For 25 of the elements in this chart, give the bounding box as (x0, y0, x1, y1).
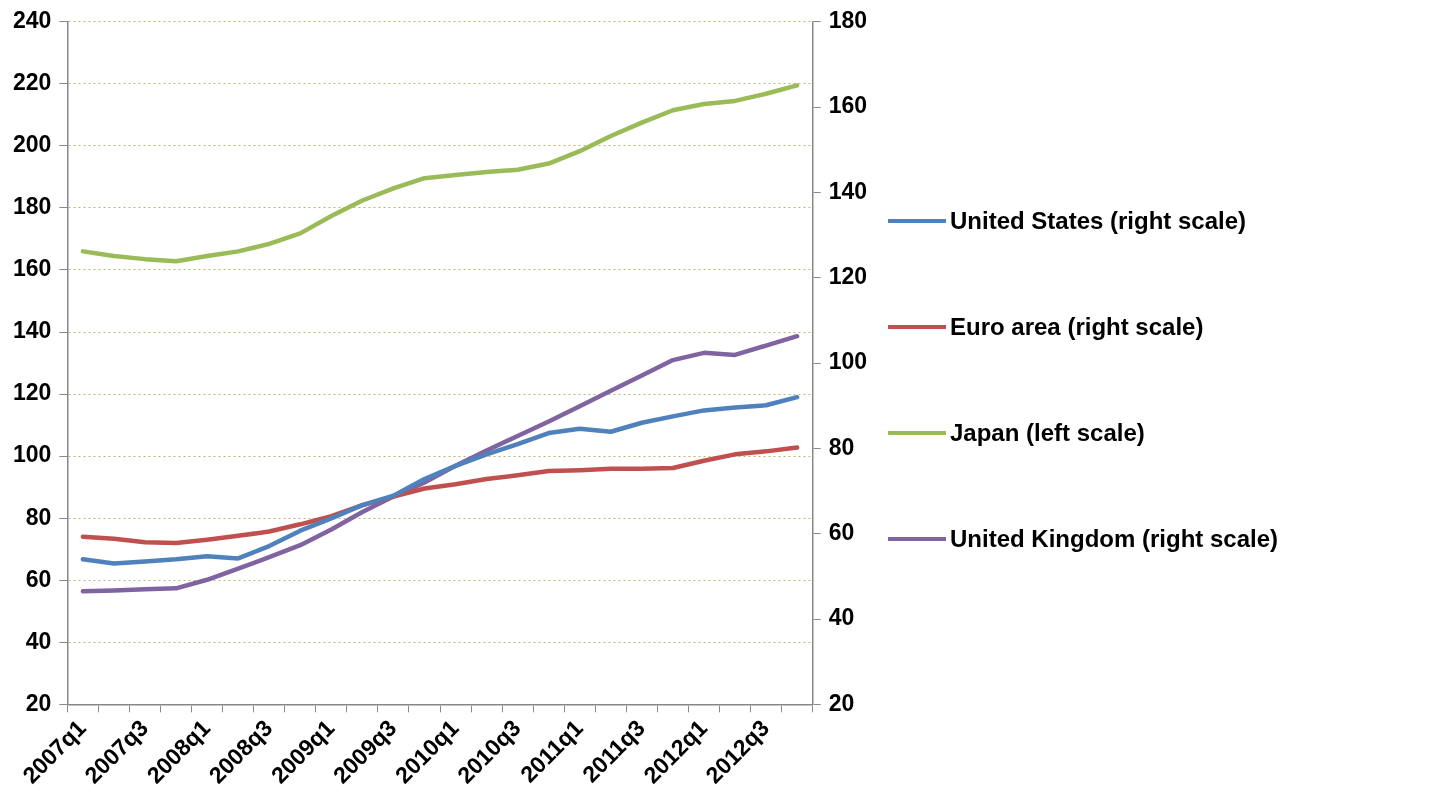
legend-label: United States (right scale) (950, 207, 1247, 235)
y2-tick-label: 80 (828, 433, 855, 460)
y-tick-label: 220 (13, 69, 52, 96)
y-tick-label: 40 (25, 627, 52, 654)
y-tick-label: 180 (13, 193, 52, 220)
y2-tick-label: 180 (828, 7, 867, 34)
y-tick-label: 120 (13, 379, 52, 406)
legend-label: Japan (left scale) (950, 419, 1145, 447)
y-tick-label: 20 (25, 689, 52, 716)
y2-tick-label: 100 (828, 348, 867, 375)
y-tick-label: 140 (13, 317, 52, 344)
y2-tick-label: 140 (828, 177, 867, 204)
y-tick-label: 200 (13, 131, 52, 158)
y-tick-label: 160 (13, 255, 52, 282)
y-tick-label: 240 (13, 7, 52, 34)
y2-tick-label: 160 (828, 92, 867, 119)
y-tick-label: 60 (25, 565, 52, 592)
legend-label: Euro area (right scale) (950, 313, 1204, 341)
y-tick-label: 80 (25, 503, 52, 530)
legend-label: United Kingdom (right scale) (950, 525, 1279, 553)
y-tick-label: 100 (13, 441, 52, 468)
y2-tick-label: 60 (828, 519, 855, 546)
y2-tick-label: 120 (828, 263, 867, 290)
y2-tick-label: 40 (828, 604, 855, 631)
y2-tick-label: 20 (828, 689, 855, 716)
